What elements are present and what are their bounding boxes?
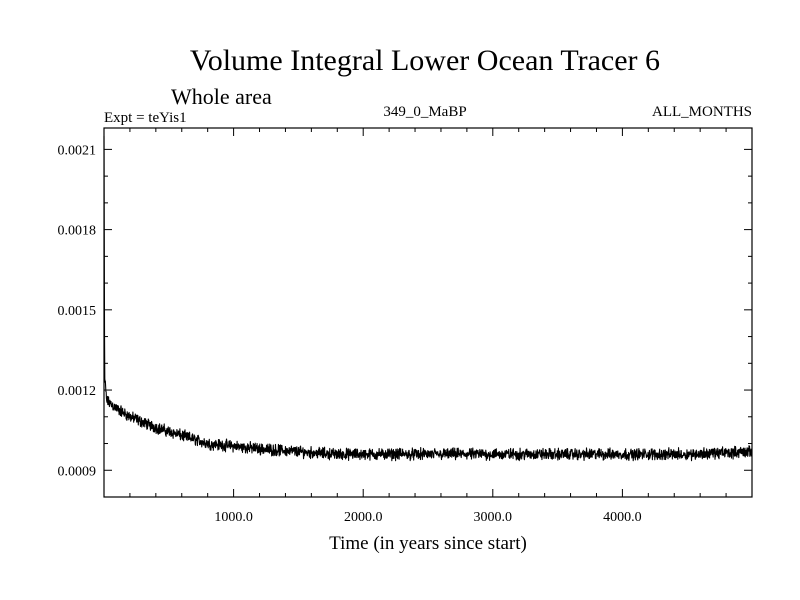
y-tick-label: 0.0018 [58, 224, 97, 239]
x-tick-label: 2000.0 [344, 510, 383, 525]
chart-subtitle: Whole area [171, 84, 272, 109]
y-axis: 0.0009 0.0012 0.0015 0.0018 0.0021 [58, 143, 752, 479]
experiment-label: Expt = teYis1 [104, 110, 187, 126]
y-tick-label: 0.0009 [58, 464, 97, 479]
x-tick-label: 4000.0 [603, 510, 642, 525]
x-axis-label: Time (in years since start) [329, 533, 527, 554]
x-tick-label: 1000.0 [214, 510, 253, 525]
x-axis: 1000.0 2000.0 3000.0 4000.0 [129, 128, 727, 525]
x-tick-label: 3000.0 [474, 510, 513, 525]
months-label: ALL_MONTHS [652, 104, 752, 120]
y-tick-label: 0.0015 [58, 304, 97, 319]
run-label: 349_0_MaBP [383, 104, 466, 120]
y-tick-label: 0.0021 [58, 143, 97, 158]
y-tick-label: 0.0012 [58, 384, 97, 399]
series-line [103, 136, 753, 462]
series-group [103, 136, 753, 462]
chart-title: Volume Integral Lower Ocean Tracer 6 [190, 44, 660, 77]
